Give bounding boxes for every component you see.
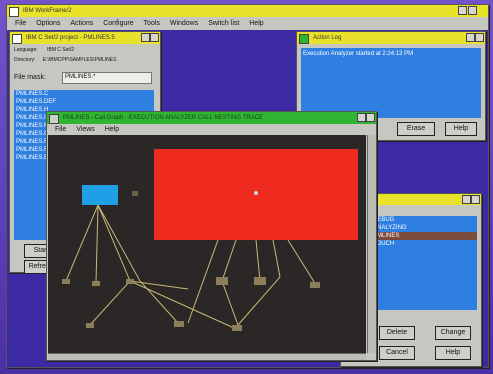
action-log-titlebar[interactable]: Action Log: [297, 32, 485, 44]
graph-node[interactable]: [86, 323, 94, 328]
graph-node[interactable]: [232, 325, 242, 331]
project-minimize-icon[interactable]: [141, 33, 150, 42]
graph-edge: [188, 240, 218, 323]
action-log-area[interactable]: Execution Analyzer started at 2:24:13 PM: [301, 48, 481, 118]
list-item[interactable]: PMLINES.C: [14, 90, 154, 98]
change-button[interactable]: Change: [435, 326, 471, 340]
project-titlebar[interactable]: IBM C Set/2 project - PMLINES.5: [10, 32, 160, 44]
graph-menu-help[interactable]: Help: [105, 126, 119, 133]
menu-configure[interactable]: Configure: [103, 20, 133, 27]
project-title: IBM C Set/2 project - PMLINES.5: [26, 35, 115, 41]
actions-help-button[interactable]: Help: [435, 346, 471, 360]
graph-edge: [288, 240, 316, 285]
file-mask-input[interactable]: PMLINES.*: [62, 72, 152, 84]
workframe-title: IBM WorkFrame/2: [23, 8, 72, 14]
list-item[interactable]: DEBUG: [371, 216, 477, 224]
project-maximize-icon[interactable]: [150, 33, 159, 42]
language-value: IBM C Set/2: [47, 47, 74, 53]
menu-windows[interactable]: Windows: [170, 20, 198, 27]
vertical-scrollbar[interactable]: [367, 135, 376, 353]
actions-minimize-icon[interactable]: [462, 195, 471, 204]
menu-tools[interactable]: Tools: [144, 20, 160, 27]
graph-edge: [222, 240, 236, 281]
graph-node[interactable]: [310, 282, 320, 288]
workframe-titlebar[interactable]: IBM WorkFrame/2: [7, 5, 488, 17]
action-log-help-button[interactable]: Help: [445, 122, 477, 136]
graph-edge: [98, 205, 130, 281]
call-graph-minimize-icon[interactable]: [357, 113, 366, 122]
graph-edge: [273, 240, 280, 277]
erase-button[interactable]: Erase: [397, 122, 435, 136]
graph-menu-views[interactable]: Views: [76, 126, 95, 133]
maximize-icon[interactable]: [468, 6, 477, 15]
list-item-selected[interactable]: PMLINES: [371, 232, 477, 240]
actions-maximize-icon[interactable]: [471, 195, 480, 204]
action-log-maximize-icon[interactable]: [475, 33, 484, 42]
graph-node[interactable]: [126, 279, 134, 284]
call-graph-svg: [48, 135, 366, 353]
list-item[interactable]: PMLINES.DEF: [14, 98, 154, 106]
graph-edge: [222, 281, 238, 325]
delete-button[interactable]: Delete: [379, 326, 415, 340]
list-item[interactable]: TOUCH: [371, 240, 477, 248]
menu-switch-list[interactable]: Switch list: [208, 20, 239, 27]
graph-node[interactable]: [216, 277, 228, 285]
menu-options[interactable]: Options: [36, 20, 60, 27]
file-mask-label: File mask:: [14, 74, 46, 81]
action-log-message: Execution Analyzer started at 2:24:13 PM: [301, 48, 481, 60]
call-graph-window: PMLINES - Call Graph - EXECUTION ANALYZE…: [46, 111, 377, 361]
graph-edge: [256, 240, 260, 281]
project-system-menu-icon[interactable]: [12, 34, 22, 44]
call-graph-menubar: File Views Help: [47, 124, 376, 135]
menu-file[interactable]: File: [15, 20, 26, 27]
minimize-icon[interactable]: [458, 6, 467, 15]
graph-node[interactable]: [132, 191, 138, 196]
actions-list[interactable]: DEBUG ANALYZING PMLINES TOUCH: [371, 216, 477, 310]
menu-help[interactable]: Help: [249, 20, 263, 27]
language-label: Language:: [14, 47, 38, 53]
graph-menu-file[interactable]: File: [55, 126, 66, 133]
system-menu-icon[interactable]: [9, 7, 19, 17]
graph-node[interactable]: [62, 279, 70, 284]
action-log-title: Action Log: [313, 35, 341, 41]
call-graph-titlebar[interactable]: PMLINES - Call Graph - EXECUTION ANALYZE…: [47, 112, 376, 124]
graph-node[interactable]: [254, 277, 266, 285]
call-graph-canvas[interactable]: [48, 135, 366, 353]
workframe-menubar: File Options Actions Configure Tools Win…: [7, 18, 488, 29]
graph-edge: [66, 205, 98, 281]
graph-edge: [90, 281, 130, 325]
horizontal-scrollbar[interactable]: [48, 353, 366, 360]
call-graph-system-menu-icon[interactable]: [49, 114, 59, 124]
graph-node-selected[interactable]: [82, 185, 118, 205]
project-directory-row: Directory: E:\IBMCPP\SAMPLES\PMLINES: [14, 57, 116, 63]
graph-edge: [96, 205, 98, 283]
directory-value: E:\IBMCPP\SAMPLES\PMLINES: [43, 57, 117, 63]
project-language-row: Language: IBM C Set/2: [14, 47, 74, 53]
graph-node-marker: [254, 191, 258, 195]
directory-label: Directory:: [14, 57, 35, 63]
cancel-button[interactable]: Cancel: [379, 346, 415, 360]
list-item[interactable]: ANALYZING: [371, 224, 477, 232]
action-log-system-menu-icon[interactable]: [299, 34, 309, 44]
call-graph-maximize-icon[interactable]: [366, 113, 375, 122]
call-graph-title: PMLINES - Call Graph - EXECUTION ANALYZE…: [63, 115, 263, 121]
menu-actions[interactable]: Actions: [70, 20, 93, 27]
graph-node[interactable]: [174, 321, 184, 327]
action-log-minimize-icon[interactable]: [466, 33, 475, 42]
graph-node[interactable]: [92, 281, 100, 286]
